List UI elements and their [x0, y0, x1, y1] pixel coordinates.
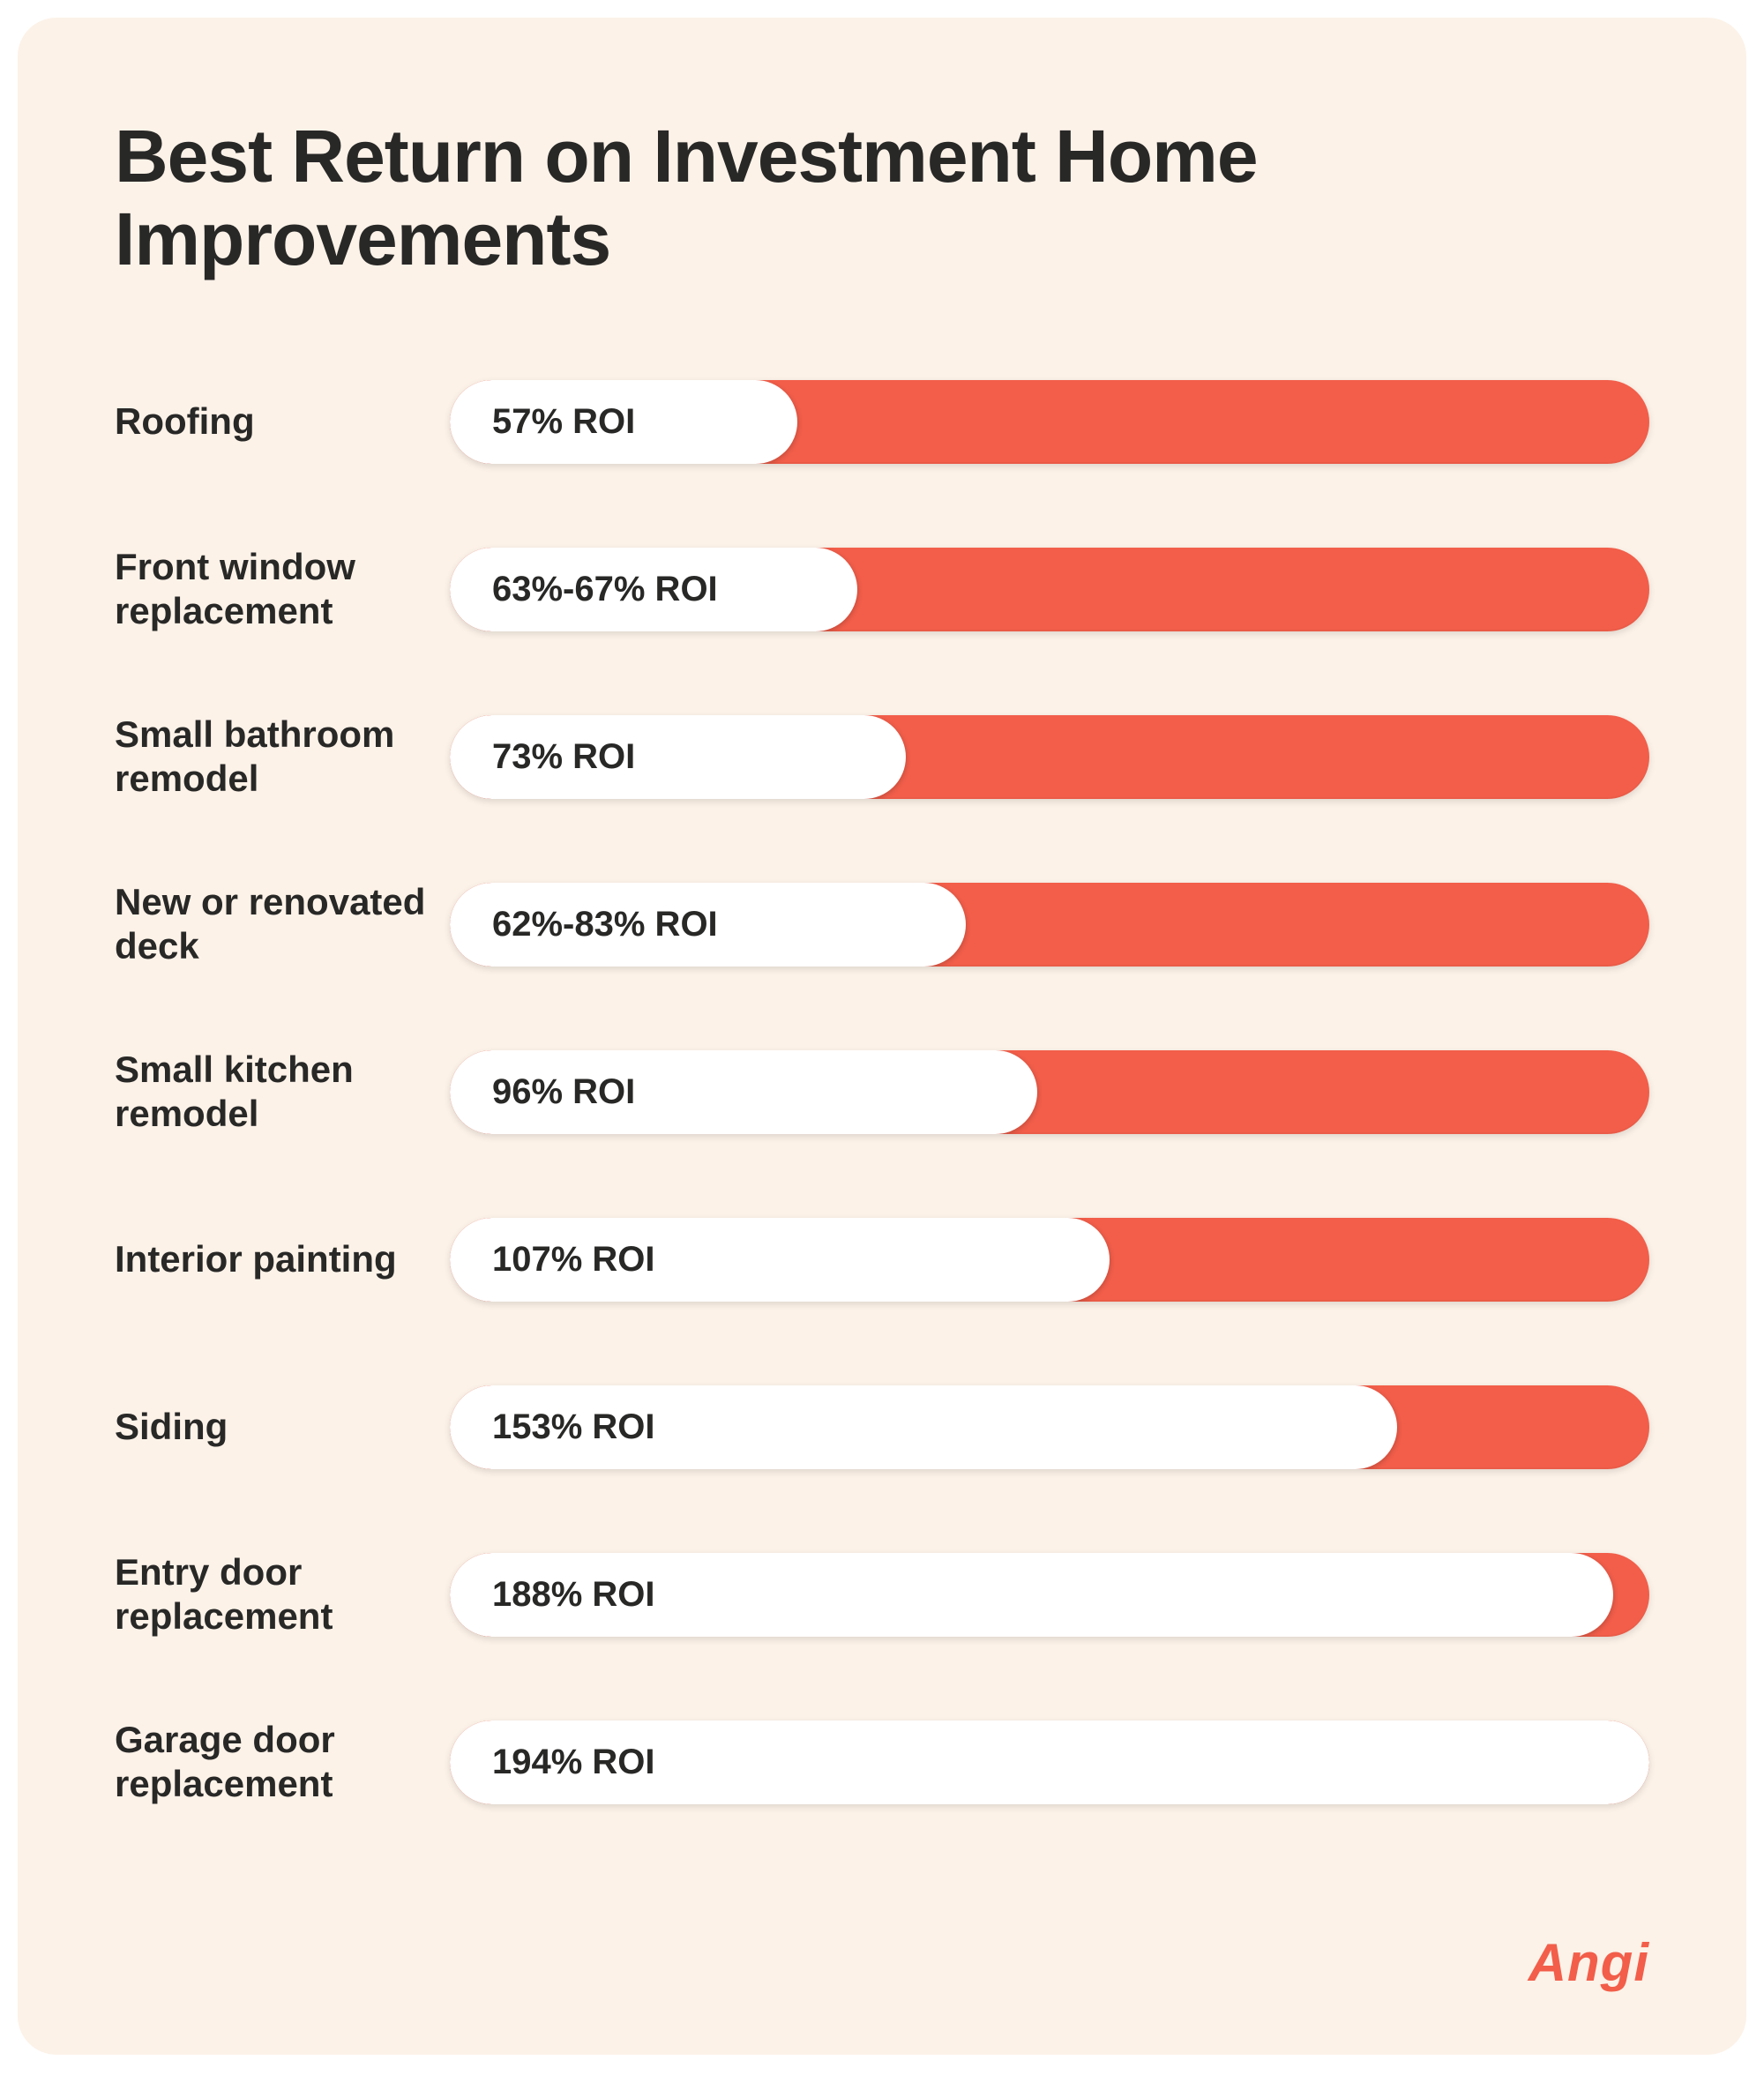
chart-row: Small kitchen remodel 96% ROI: [115, 1039, 1649, 1145]
bar-fill: 57% ROI: [450, 380, 797, 464]
row-label: Front window replacement: [115, 545, 450, 634]
bar-track: 153% ROI: [450, 1385, 1649, 1469]
bar-fill: 63%-67% ROI: [450, 548, 857, 631]
chart-row: New or renovated deck 62%-83% ROI: [115, 871, 1649, 977]
bar-value: 57% ROI: [492, 402, 635, 442]
bar-value: 96% ROI: [492, 1072, 635, 1112]
bar-fill: 194% ROI: [450, 1721, 1649, 1804]
bar-value: 62%-83% ROI: [492, 905, 718, 944]
bar-value: 194% ROI: [492, 1743, 655, 1782]
chart-row: Roofing 57% ROI: [115, 369, 1649, 474]
bar-value: 63%-67% ROI: [492, 570, 718, 609]
row-label: Garage door replacement: [115, 1718, 450, 1807]
row-label: Interior painting: [115, 1237, 450, 1281]
bar-track: 57% ROI: [450, 380, 1649, 464]
bar-value: 107% ROI: [492, 1240, 655, 1280]
bar-value: 73% ROI: [492, 737, 635, 777]
page-title: Best Return on Investment Home Improveme…: [115, 115, 1649, 280]
row-label: Siding: [115, 1405, 450, 1449]
chart-rows: Roofing 57% ROI Front window replacement 63…: [115, 369, 1649, 1815]
bar-fill: 153% ROI: [450, 1385, 1397, 1469]
chart-row: Front window replacement 63%-67% ROI: [115, 536, 1649, 642]
bar-track: 107% ROI: [450, 1218, 1649, 1302]
bar-fill: 188% ROI: [450, 1553, 1613, 1637]
chart-row: Garage door replacement 194% ROI: [115, 1709, 1649, 1815]
bar-fill: 107% ROI: [450, 1218, 1110, 1302]
row-label: Entry door replacement: [115, 1550, 450, 1639]
chart-row: Siding 153% ROI: [115, 1374, 1649, 1480]
bar-track: 96% ROI: [450, 1050, 1649, 1134]
bar-track: 63%-67% ROI: [450, 548, 1649, 631]
bar-value: 153% ROI: [492, 1407, 655, 1447]
row-label: New or renovated deck: [115, 880, 450, 969]
bar-value: 188% ROI: [492, 1575, 655, 1615]
bar-track: 194% ROI: [450, 1721, 1649, 1804]
chart-row: Small bathroom remodel 73% ROI: [115, 704, 1649, 810]
bar-fill: 96% ROI: [450, 1050, 1037, 1134]
bar-fill: 62%-83% ROI: [450, 883, 966, 967]
bar-track: 188% ROI: [450, 1553, 1649, 1637]
bar-track: 73% ROI: [450, 715, 1649, 799]
infographic-card: Best Return on Investment Home Improveme…: [18, 18, 1746, 2055]
brand-logo: Angi: [1529, 1932, 1649, 1993]
row-label: Small kitchen remodel: [115, 1048, 450, 1137]
row-label: Small bathroom remodel: [115, 713, 450, 802]
bar-fill: 73% ROI: [450, 715, 906, 799]
row-label: Roofing: [115, 399, 450, 444]
bar-track: 62%-83% ROI: [450, 883, 1649, 967]
chart-row: Entry door replacement 188% ROI: [115, 1541, 1649, 1647]
chart-row: Interior painting 107% ROI: [115, 1206, 1649, 1312]
